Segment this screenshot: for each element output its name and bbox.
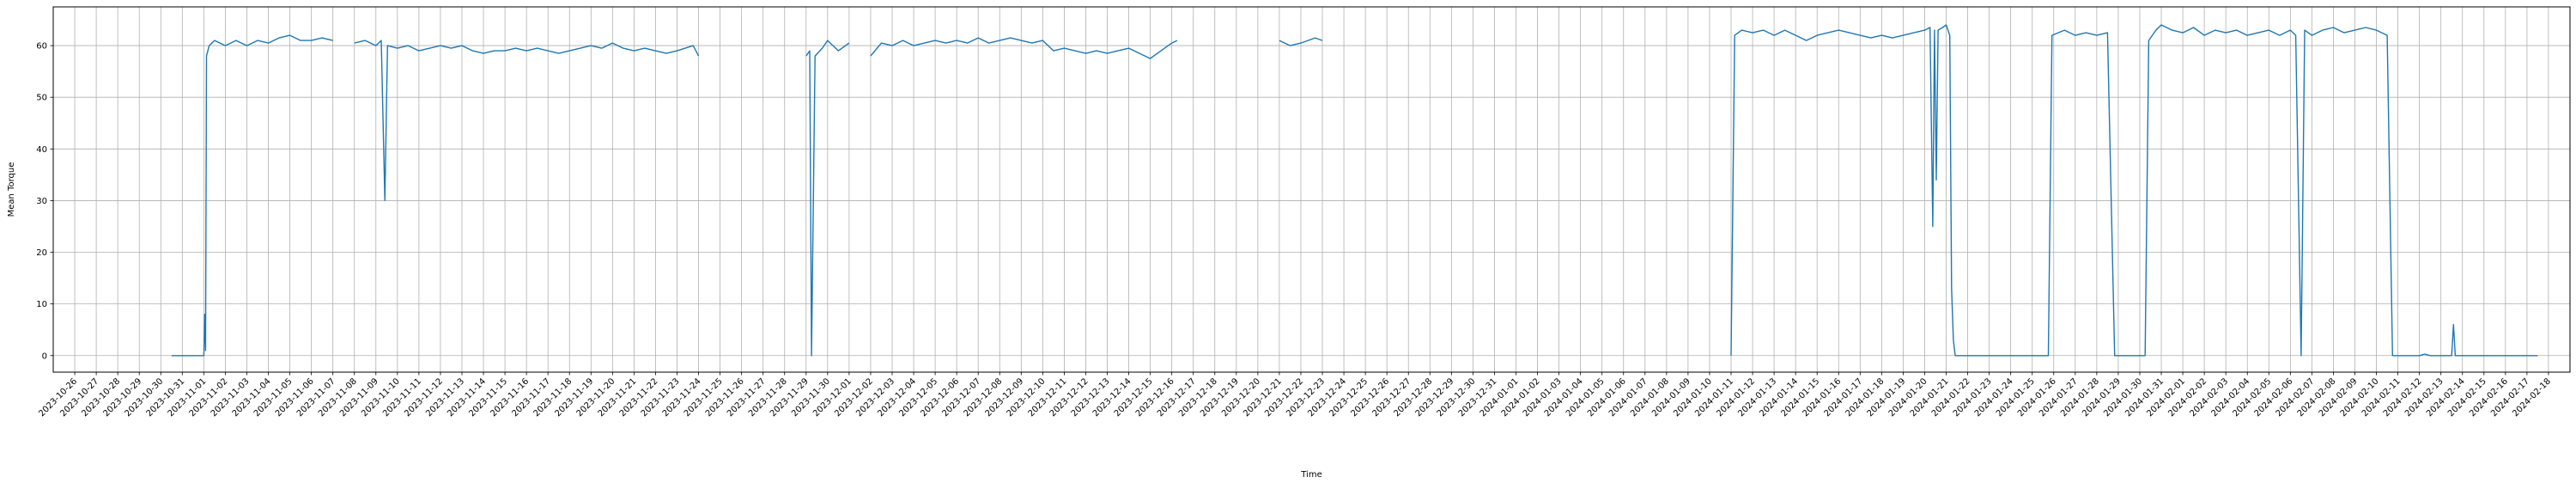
series-line-segment [1279,37,1323,46]
series-line-segment [354,40,700,202]
series-line-segment [870,37,1178,59]
series-line-segment [1730,24,2538,357]
grid [53,7,2570,372]
y-tick-label: 0 [42,352,47,361]
series-line-segment [805,40,850,357]
y-axis: 0 10 20 30 40 50 60 [36,42,53,361]
y-axis-title: Mean Torque [7,162,16,217]
plot-frame [52,6,2571,373]
series-line-segment [171,34,333,357]
series-lines [171,24,2538,357]
y-tick-label: 20 [36,248,47,258]
y-tick-label: 50 [36,94,47,103]
y-tick-label: 60 [36,42,47,52]
x-axis-title: Time [1300,470,1321,480]
y-tick-label: 40 [36,145,47,155]
y-tick-label: 30 [36,197,47,206]
y-tick-label: 10 [36,300,47,309]
